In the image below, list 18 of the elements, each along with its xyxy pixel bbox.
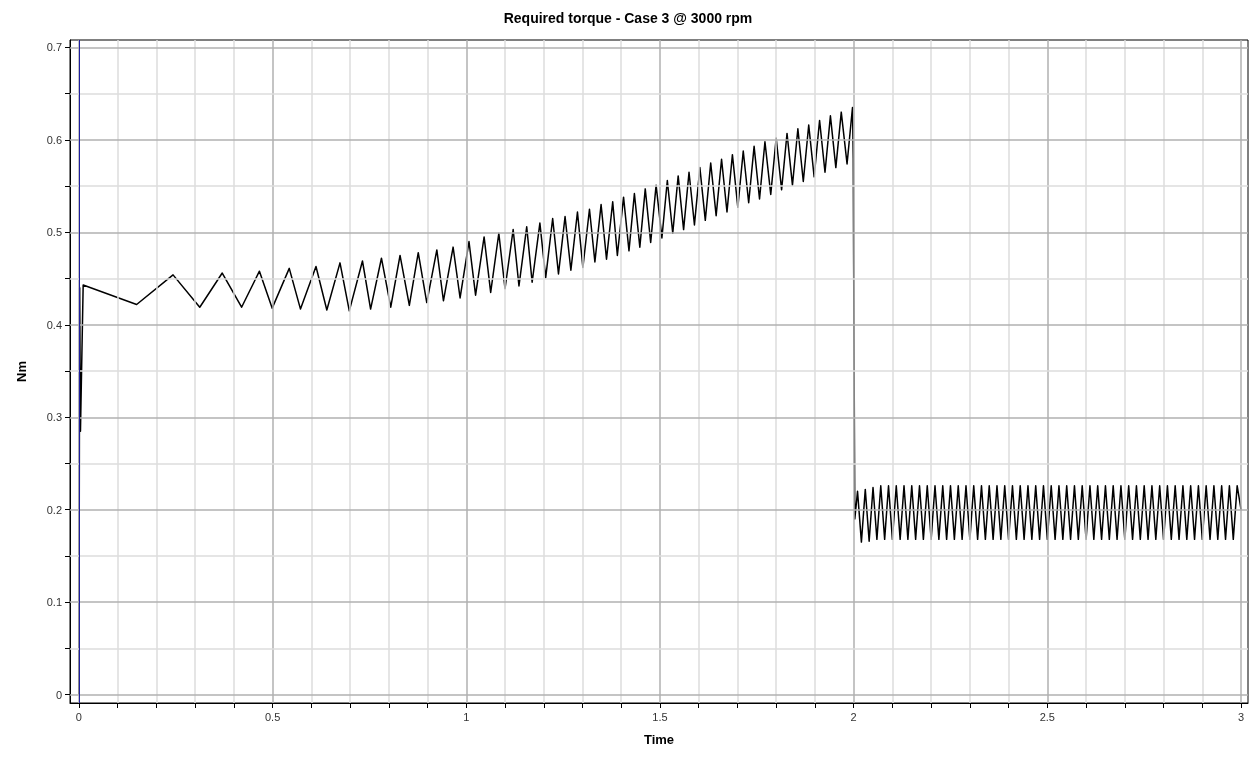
y-tick-label: 0.5 bbox=[46, 226, 62, 239]
y-tick-label: 0 bbox=[55, 688, 62, 701]
x-tick-label: 0.5 bbox=[264, 710, 281, 723]
y-axis-title: Nm bbox=[14, 361, 29, 382]
x-tick-label: 2 bbox=[850, 710, 857, 723]
y-tick-label: 0.1 bbox=[46, 596, 62, 609]
x-tick-label: 1 bbox=[463, 710, 470, 723]
y-tick-label: 0.2 bbox=[46, 503, 62, 516]
y-tick-label: 0.7 bbox=[46, 41, 62, 54]
y-tick-label: 0.6 bbox=[46, 133, 62, 146]
x-tick-label: 0 bbox=[75, 710, 82, 723]
y-tick-label: 0.3 bbox=[46, 411, 62, 424]
x-axis-title: Time bbox=[643, 732, 675, 747]
y-tick-label: 0.4 bbox=[46, 318, 62, 331]
x-tick-label: 3 bbox=[1237, 710, 1245, 723]
chart-title: Required torque - Case 3 @ 3000 rpm bbox=[503, 10, 753, 26]
x-tick-label: 1.5 bbox=[652, 710, 668, 723]
x-tick-label: 2.5 bbox=[1039, 710, 1055, 723]
